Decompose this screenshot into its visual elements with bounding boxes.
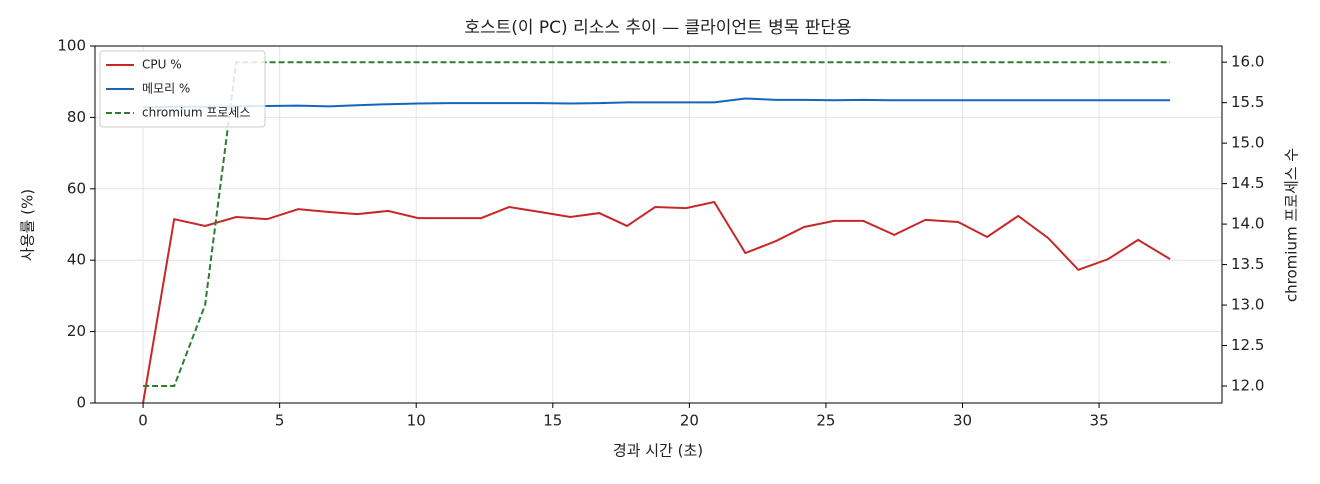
x-tick-label: 35 (1090, 412, 1109, 430)
y-tick-label: 40 (67, 251, 86, 269)
chart-title: 호스트(이 PC) 리소스 추이 — 클라이언트 병목 판단용 (464, 18, 851, 38)
y2-tick-label: 13.0 (1231, 296, 1264, 314)
x-tick-label: 5 (275, 412, 285, 430)
y2-tick-label: 16.0 (1231, 53, 1264, 71)
y-axis-label: 사용률 (%) (19, 189, 37, 261)
y-tick-label: 100 (57, 37, 86, 55)
y-tick-label: 80 (67, 108, 86, 126)
y-tick-label: 0 (76, 394, 86, 412)
y2-tick-label: 14.5 (1231, 174, 1264, 192)
x-tick-label: 25 (816, 412, 835, 430)
x-tick-label: 20 (680, 412, 699, 430)
y-tick-label: 20 (67, 322, 86, 340)
legend-label: 메모리 % (142, 82, 190, 96)
legend-box (99, 50, 266, 128)
series-line (142, 200, 1171, 404)
y2-tick-label: 12.0 (1231, 377, 1264, 395)
x-tick-label: 30 (953, 412, 972, 430)
y2-tick-label: 14.0 (1231, 215, 1264, 233)
y2-tick-label: 15.0 (1231, 134, 1264, 152)
y2-tick-label: 12.5 (1231, 336, 1264, 354)
y-tick-label: 60 (67, 179, 86, 197)
legend-label: chromium 프로세스 (142, 106, 251, 120)
legend-label: CPU % (142, 58, 182, 72)
y2-tick-label: 13.5 (1231, 255, 1264, 273)
x-tick-label: 0 (138, 412, 148, 430)
series-line (143, 61, 1171, 387)
series-line (143, 97, 1171, 109)
y2-tick-label: 15.5 (1231, 93, 1264, 111)
plot-frame (94, 45, 1223, 404)
x-tick-label: 15 (543, 412, 562, 430)
x-axis-label: 경과 시간 (초) (613, 442, 703, 460)
y2-axis-label: chromium 프로세스 수 (1283, 148, 1301, 302)
x-tick-label: 10 (407, 412, 426, 430)
